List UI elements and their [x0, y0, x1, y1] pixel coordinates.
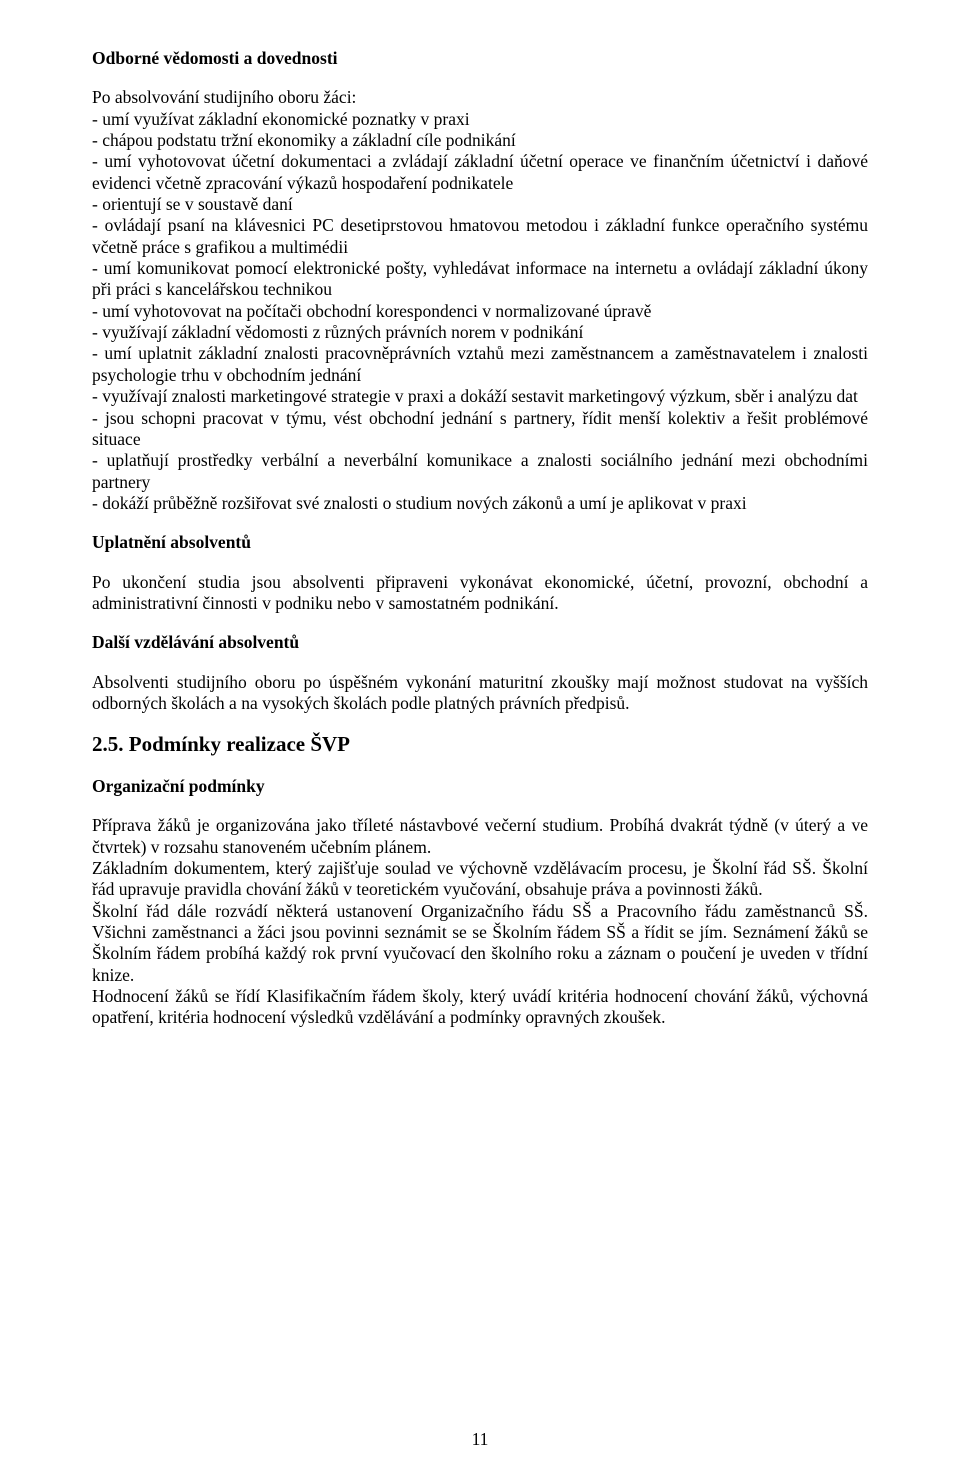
page-number: 11 [0, 1429, 960, 1450]
document-page: Odborné vědomosti a dovednosti Po absolv… [0, 0, 960, 1480]
para-dalsi-vzdelavani: Absolventi studijního oboru po úspěšném … [92, 672, 868, 715]
para-org-c: Školní řád dále rozvádí některá ustanove… [92, 901, 868, 986]
heading-odborne-vedomosti: Odborné vědomosti a dovednosti [92, 48, 868, 69]
para-uplatneni: Po ukončení studia jsou absolventi připr… [92, 572, 868, 615]
heading-podminky-realizace: 2.5. Podmínky realizace ŠVP [92, 732, 868, 758]
para-org-b: Základním dokumentem, který zajišťuje so… [92, 858, 868, 901]
para-org-d: Hodnocení žáků se řídí Klasifikačním řád… [92, 986, 868, 1029]
para-org-a: Příprava žáků je organizována jako tříle… [92, 815, 868, 858]
bullet-list: - umí využívat základní ekonomické pozna… [92, 109, 868, 515]
intro-and-bullets: Po absolvování studijního oboru žáci: - … [92, 87, 868, 514]
heading-organizacni-podminky: Organizační podmínky [92, 776, 868, 797]
heading-dalsi-vzdelavani: Další vzdělávání absolventů [92, 632, 868, 653]
intro-line: Po absolvování studijního oboru žáci: [92, 87, 868, 108]
heading-uplatneni: Uplatnění absolventů [92, 532, 868, 553]
organizacni-block: Příprava žáků je organizována jako tříle… [92, 815, 868, 1028]
